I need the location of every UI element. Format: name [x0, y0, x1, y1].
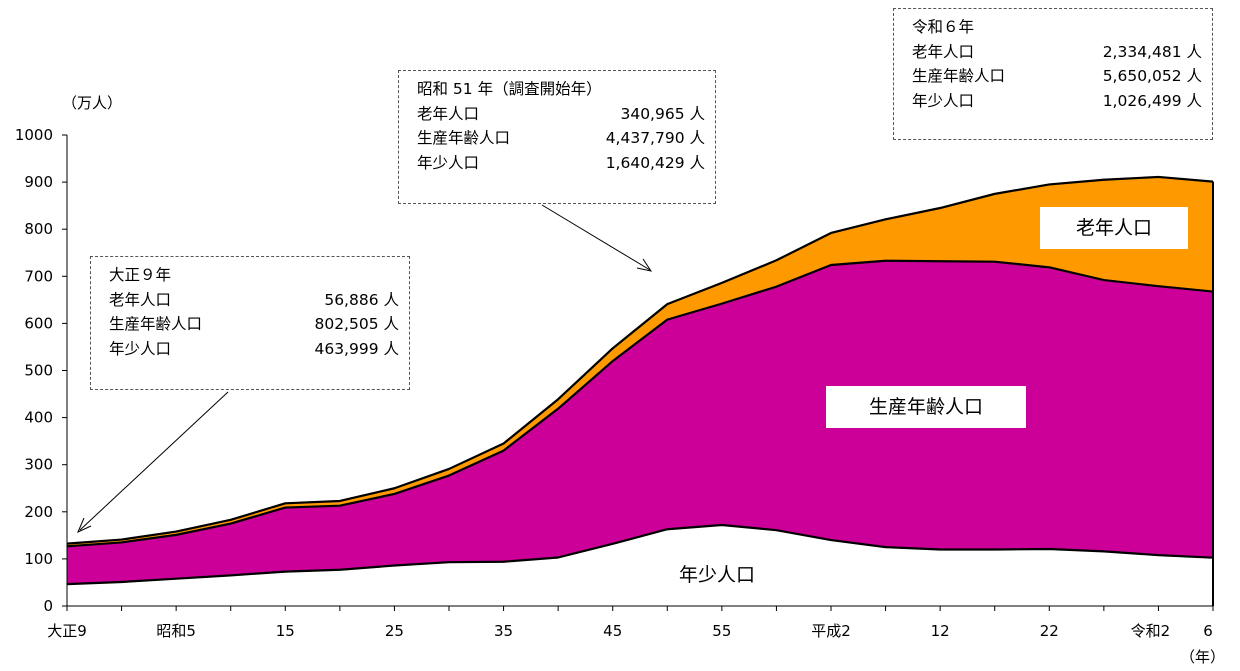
- annotation-row-young: 年少人口 1,640,429 人: [417, 151, 705, 176]
- series-line-working: [66, 259, 1214, 548]
- row-value: 5,650,052 人: [1102, 67, 1202, 85]
- x-tick-label: 55: [712, 622, 731, 640]
- x-tick-label: 45: [603, 622, 622, 640]
- row-value: 56,886 人: [324, 290, 399, 309]
- annotation-row-young: 年少人口 463,999 人: [109, 337, 399, 362]
- y-tick-label: 300: [24, 456, 53, 474]
- row-value: 463,999 人: [314, 339, 399, 358]
- x-tick-label: 大正9: [47, 622, 87, 640]
- row-value: 1,640,429 人: [605, 153, 705, 172]
- annotation-title: 大正９年: [109, 266, 172, 284]
- x-tick-label: 35: [494, 622, 513, 640]
- row-label: 年少人口: [417, 153, 480, 172]
- area-young: [67, 524, 1213, 606]
- series-line-old: [66, 175, 1214, 545]
- row-value: 1,026,499 人: [1102, 91, 1202, 110]
- x-axis-title: （年）: [1180, 648, 1225, 666]
- y-tick-label: 900: [24, 173, 53, 191]
- callout-arrows: [77, 204, 653, 533]
- area-label-young: 年少人口: [678, 564, 755, 586]
- annotation-row-old: 老年人口 56,886 人: [109, 288, 399, 313]
- y-tick-label: 100: [24, 550, 53, 568]
- y-tick-label: 800: [24, 220, 53, 238]
- x-tick-label: 6: [1203, 622, 1213, 640]
- row-label: 老年人口: [912, 42, 975, 61]
- row-value: 340,965 人: [620, 104, 705, 123]
- y-axis-title: （万人）: [62, 94, 122, 112]
- x-tick-label: 25: [385, 622, 404, 640]
- annotation-row-working: 生産年齢人口 5,650,052 人: [912, 64, 1202, 89]
- row-value: 2,334,481 人: [1102, 42, 1202, 61]
- row-value: 802,505 人: [314, 315, 399, 333]
- y-tick-label: 0: [43, 597, 53, 615]
- row-label: 年少人口: [912, 91, 975, 110]
- annotation-row-working: 生産年齢人口 4,437,790 人: [417, 126, 705, 151]
- y-tick-label: 700: [24, 267, 53, 285]
- x-tick-label: 22: [1040, 622, 1059, 640]
- area-label-working: 生産年齢人口: [826, 386, 1026, 428]
- y-tick-label: 400: [24, 409, 53, 427]
- row-label: 生産年齢人口: [912, 67, 1006, 85]
- annotation-showa51: 昭和 51 年（調査開始年） 老年人口 340,965 人 生産年齢人口 4,437…: [398, 70, 716, 204]
- area-label-old: 老年人口: [1040, 207, 1188, 249]
- annotation-reiwa6: 令和６年 老年人口 2,334,481 人 生産年齢人口 5,650,052 人 年…: [893, 8, 1213, 140]
- x-tick-label: 15: [276, 622, 295, 640]
- annotation-row-young: 年少人口 1,026,499 人: [912, 89, 1202, 114]
- row-label: 老年人口: [109, 290, 172, 309]
- row-label: 老年人口: [417, 104, 480, 123]
- annotation-taisho9: 大正９年 老年人口 56,886 人 生産年齢人口 802,505 人 年少人口 46…: [90, 256, 410, 390]
- x-tick-label: 昭和5: [156, 622, 196, 640]
- annotation-title: 令和６年: [912, 18, 975, 36]
- x-tick-label: 令和2: [1131, 622, 1171, 640]
- row-label: 年少人口: [109, 339, 172, 358]
- x-tick-label: 12: [931, 622, 950, 640]
- y-tick-label: 200: [24, 503, 53, 521]
- y-tick-label: 500: [24, 362, 53, 380]
- row-label: 生産年齢人口: [417, 129, 511, 147]
- annotation-row-old: 老年人口 340,965 人: [417, 102, 705, 127]
- x-tick-label: 平成2: [811, 622, 851, 640]
- y-tick-label: 600: [24, 314, 53, 332]
- row-label: 生産年齢人口: [109, 315, 203, 333]
- annotation-title: 昭和 51 年（調査開始年）: [417, 80, 602, 98]
- annotation-row-old: 老年人口 2,334,481 人: [912, 40, 1202, 65]
- annotation-row-working: 生産年齢人口 802,505 人: [109, 312, 399, 337]
- series-line-young: [66, 523, 1214, 586]
- y-tick-label: 1000: [15, 126, 53, 144]
- row-value: 4,437,790 人: [605, 129, 705, 147]
